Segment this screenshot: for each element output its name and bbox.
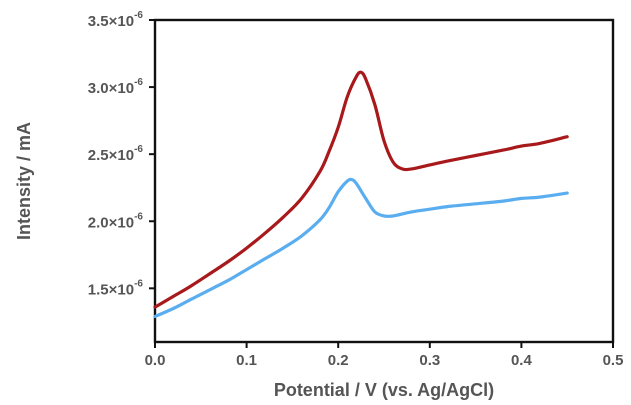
- x-tick-label: 0.0: [145, 352, 166, 369]
- x-tick-label: 0.1: [236, 352, 257, 369]
- y-tick-label: 1.5×10-6: [88, 278, 144, 298]
- x-tick-label: 0.5: [603, 352, 624, 369]
- y-tick-label: 3.0×10-6: [88, 77, 144, 97]
- x-tick-label: 0.4: [511, 352, 533, 369]
- y-axis-ticks: 1.5×10-6 2.0×10-6 2.5×10-6 3.0×10-6 3.5×10-6: [88, 10, 155, 298]
- y-tick-label: 2.5×10-6: [88, 144, 144, 164]
- x-axis-ticks: 0.0 0.1 0.2 0.3 0.4 0.5: [145, 342, 624, 369]
- y-axis-title: Intensity / mA: [14, 122, 34, 240]
- x-tick-label: 0.2: [328, 352, 349, 369]
- y-tick-label: 3.5×10-6: [88, 10, 144, 30]
- series-layer: [153, 70, 569, 319]
- x-axis-title: Potential / V (vs. Ag/AgCl): [274, 380, 494, 400]
- y-tick-label: 2.0×10-6: [88, 211, 144, 231]
- series-line-2: [153, 177, 569, 319]
- plot-frame: [153, 18, 615, 344]
- x-tick-label: 0.3: [419, 352, 440, 369]
- series-line-1: [153, 70, 569, 309]
